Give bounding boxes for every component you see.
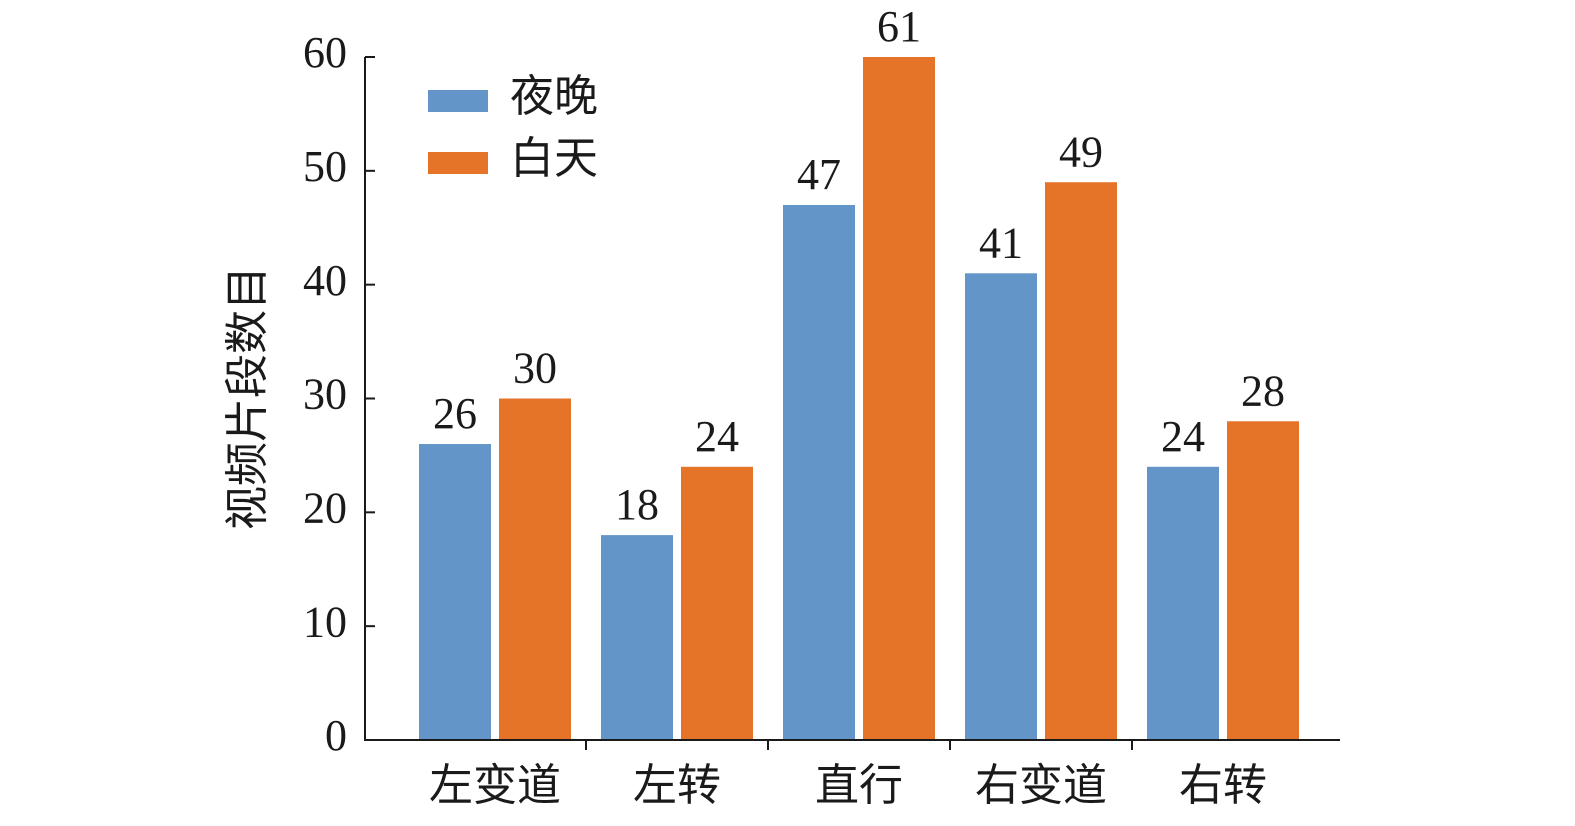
y-tick-label: 30 bbox=[303, 370, 347, 419]
bar bbox=[419, 444, 491, 740]
legend-swatch bbox=[428, 90, 488, 112]
value-label: 47 bbox=[797, 150, 841, 199]
x-tick-label: 右变道 bbox=[975, 761, 1107, 810]
bar bbox=[863, 57, 935, 740]
bar bbox=[601, 535, 673, 740]
x-tick-label: 直行 bbox=[815, 761, 903, 810]
x-tick-label: 左变道 bbox=[429, 761, 561, 810]
y-tick-label: 40 bbox=[303, 256, 347, 305]
legend-swatch bbox=[428, 152, 488, 174]
bar bbox=[681, 466, 753, 740]
y-axis-label: 视频片段数目 bbox=[223, 266, 272, 530]
bar bbox=[783, 204, 855, 740]
legend-label: 夜晚 bbox=[510, 72, 598, 121]
value-label: 61 bbox=[877, 2, 921, 51]
y-tick-label: 10 bbox=[303, 597, 347, 646]
value-label: 49 bbox=[1059, 127, 1103, 176]
bar bbox=[1045, 182, 1117, 740]
bar bbox=[499, 398, 571, 740]
value-label: 18 bbox=[615, 480, 659, 529]
x-tick-label: 右转 bbox=[1179, 761, 1267, 810]
value-label: 24 bbox=[695, 412, 739, 461]
y-tick-label: 50 bbox=[303, 142, 347, 191]
value-label: 28 bbox=[1241, 366, 1285, 415]
bar bbox=[965, 273, 1037, 740]
value-label: 24 bbox=[1161, 412, 1205, 461]
bar bbox=[1147, 466, 1219, 740]
value-label: 41 bbox=[979, 218, 1023, 267]
y-tick-label: 0 bbox=[325, 711, 347, 760]
legend-label: 白天 bbox=[510, 134, 598, 183]
y-tick-label: 60 bbox=[303, 28, 347, 77]
plot-area bbox=[419, 57, 1299, 740]
value-label: 26 bbox=[433, 389, 477, 438]
y-tick-label: 20 bbox=[303, 483, 347, 532]
value-label: 30 bbox=[513, 344, 557, 393]
x-tick-label: 左转 bbox=[633, 761, 721, 810]
bar bbox=[1227, 421, 1299, 740]
